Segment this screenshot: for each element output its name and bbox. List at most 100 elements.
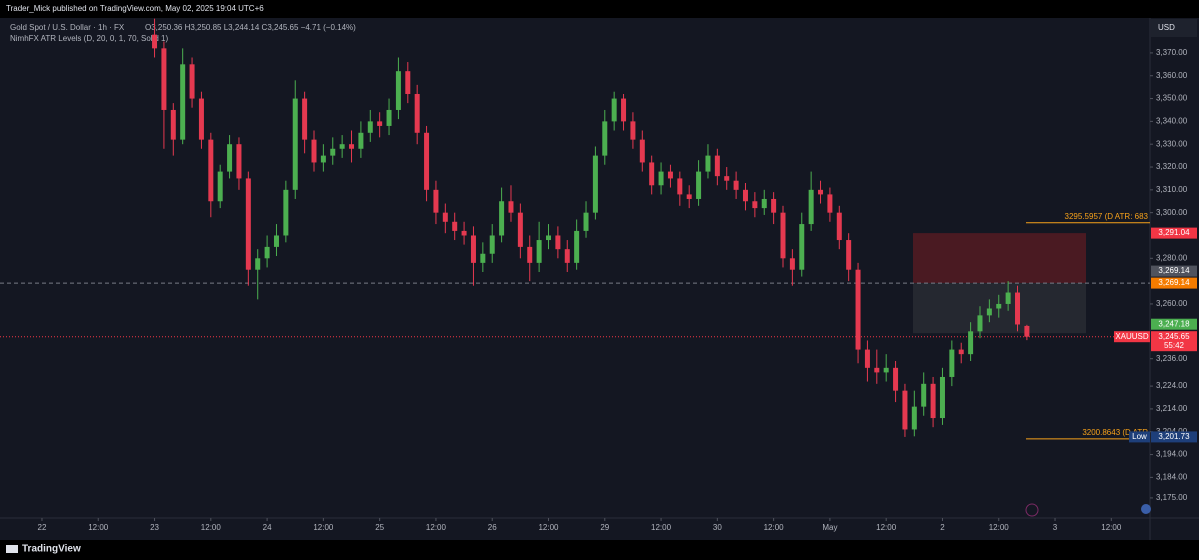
candle-body [658,171,664,186]
candle-body [555,235,561,250]
candle-body [311,139,317,163]
price-tag-label: 3,269.14 [1158,278,1190,287]
x-tick-label: 12:00 [88,523,109,532]
price-tag-label: 3,245.65 [1158,332,1190,341]
y-tick-label: 3,204.00 [1156,427,1188,436]
x-tick-label: 2 [940,523,945,532]
candle-body [902,390,908,430]
candle-body [949,349,955,377]
candle-body [217,171,223,202]
price-tag [1151,227,1197,239]
price-tag-label: 3,201.73 [1158,432,1190,441]
candle-body [930,383,936,419]
candle-body [161,48,167,110]
candle-body [977,315,983,332]
atr-label: 3200.8643 (D ATR [1082,428,1148,437]
candle-body [714,155,720,177]
candle-body [752,201,758,209]
y-tick-label: 3,370.00 [1156,48,1188,57]
candle-body [546,235,552,241]
candle-body [968,331,974,355]
x-tick-label: 29 [600,523,609,532]
candle-body [349,144,355,149]
y-tick-label: 3,330.00 [1156,139,1188,148]
candle-body [911,406,917,430]
candle-body [461,230,467,236]
candle-body [480,253,486,263]
candle-body [611,98,617,122]
currency-box[interactable] [1151,19,1197,37]
candle-body [649,162,655,186]
x-tick-label: 12:00 [876,523,897,532]
candle-body [433,189,439,213]
candle-body [170,109,176,140]
price-tag [1151,318,1197,330]
x-tick-label: 3 [1053,523,1058,532]
candle-body [470,235,476,263]
candle-body [527,246,533,263]
x-tick-label: 12:00 [313,523,334,532]
candle-body [489,235,495,254]
candle-body [921,383,927,407]
header: Trader_Mick published on TradingView.com… [6,4,264,13]
candle-body [818,189,824,195]
y-tick-label: 3,184.00 [1156,472,1188,481]
candle-body [264,246,270,259]
event-icon[interactable] [1025,503,1039,517]
candle-body [696,171,702,199]
candle-body [780,212,786,259]
candle-body [808,189,814,225]
tag-name-box [1129,431,1150,443]
candle-body [339,144,345,149]
candle-body [864,349,870,368]
candle-body [395,71,401,110]
x-tick-label: 12:00 [1101,523,1122,532]
candle-body [189,64,195,99]
candle-body [724,176,730,181]
candle-body [517,212,523,247]
candle-body [574,230,580,263]
candle-body [452,221,458,231]
candle-body [874,367,880,373]
candle-body [883,367,889,373]
candle-body [630,121,636,140]
x-tick-label: 12:00 [538,523,559,532]
price-tag-label: 3,269.14 [1158,266,1190,275]
y-tick-label: 3,194.00 [1156,450,1188,459]
candle-body [667,171,673,179]
x-tick-label: 12:00 [426,523,447,532]
y-tick-label: 3,260.00 [1156,299,1188,308]
price-tag [1151,277,1197,289]
price-tag [1151,265,1197,277]
candle-body [996,303,1002,309]
countdown: 55:42 [1164,341,1185,350]
candle-body [893,367,899,391]
candle-body [771,198,777,213]
plot [0,18,1150,440]
price-tag [1151,331,1197,352]
news-icon[interactable] [1141,504,1151,514]
candle-body [592,155,598,213]
logo [6,545,18,553]
candle-body [986,308,992,316]
price-tag-label: 3,291.04 [1158,228,1190,237]
candle-body [236,144,242,179]
candle-body [377,121,383,126]
candle-body [855,269,861,350]
candle-body [677,178,683,195]
tag-name-box [1114,331,1150,343]
candle-body [386,109,392,126]
candle-body [283,189,289,236]
candle-body [742,189,748,202]
candle-body [255,258,261,270]
y-tick-label: 3,224.00 [1156,381,1188,390]
candle-body [846,240,852,270]
candle-body [273,235,279,247]
x-tick-label: 24 [263,523,272,532]
candle-body [367,121,373,133]
candle-body [583,212,589,231]
candle-body [198,98,204,140]
candle-body [152,34,158,49]
candle-body [405,71,411,94]
